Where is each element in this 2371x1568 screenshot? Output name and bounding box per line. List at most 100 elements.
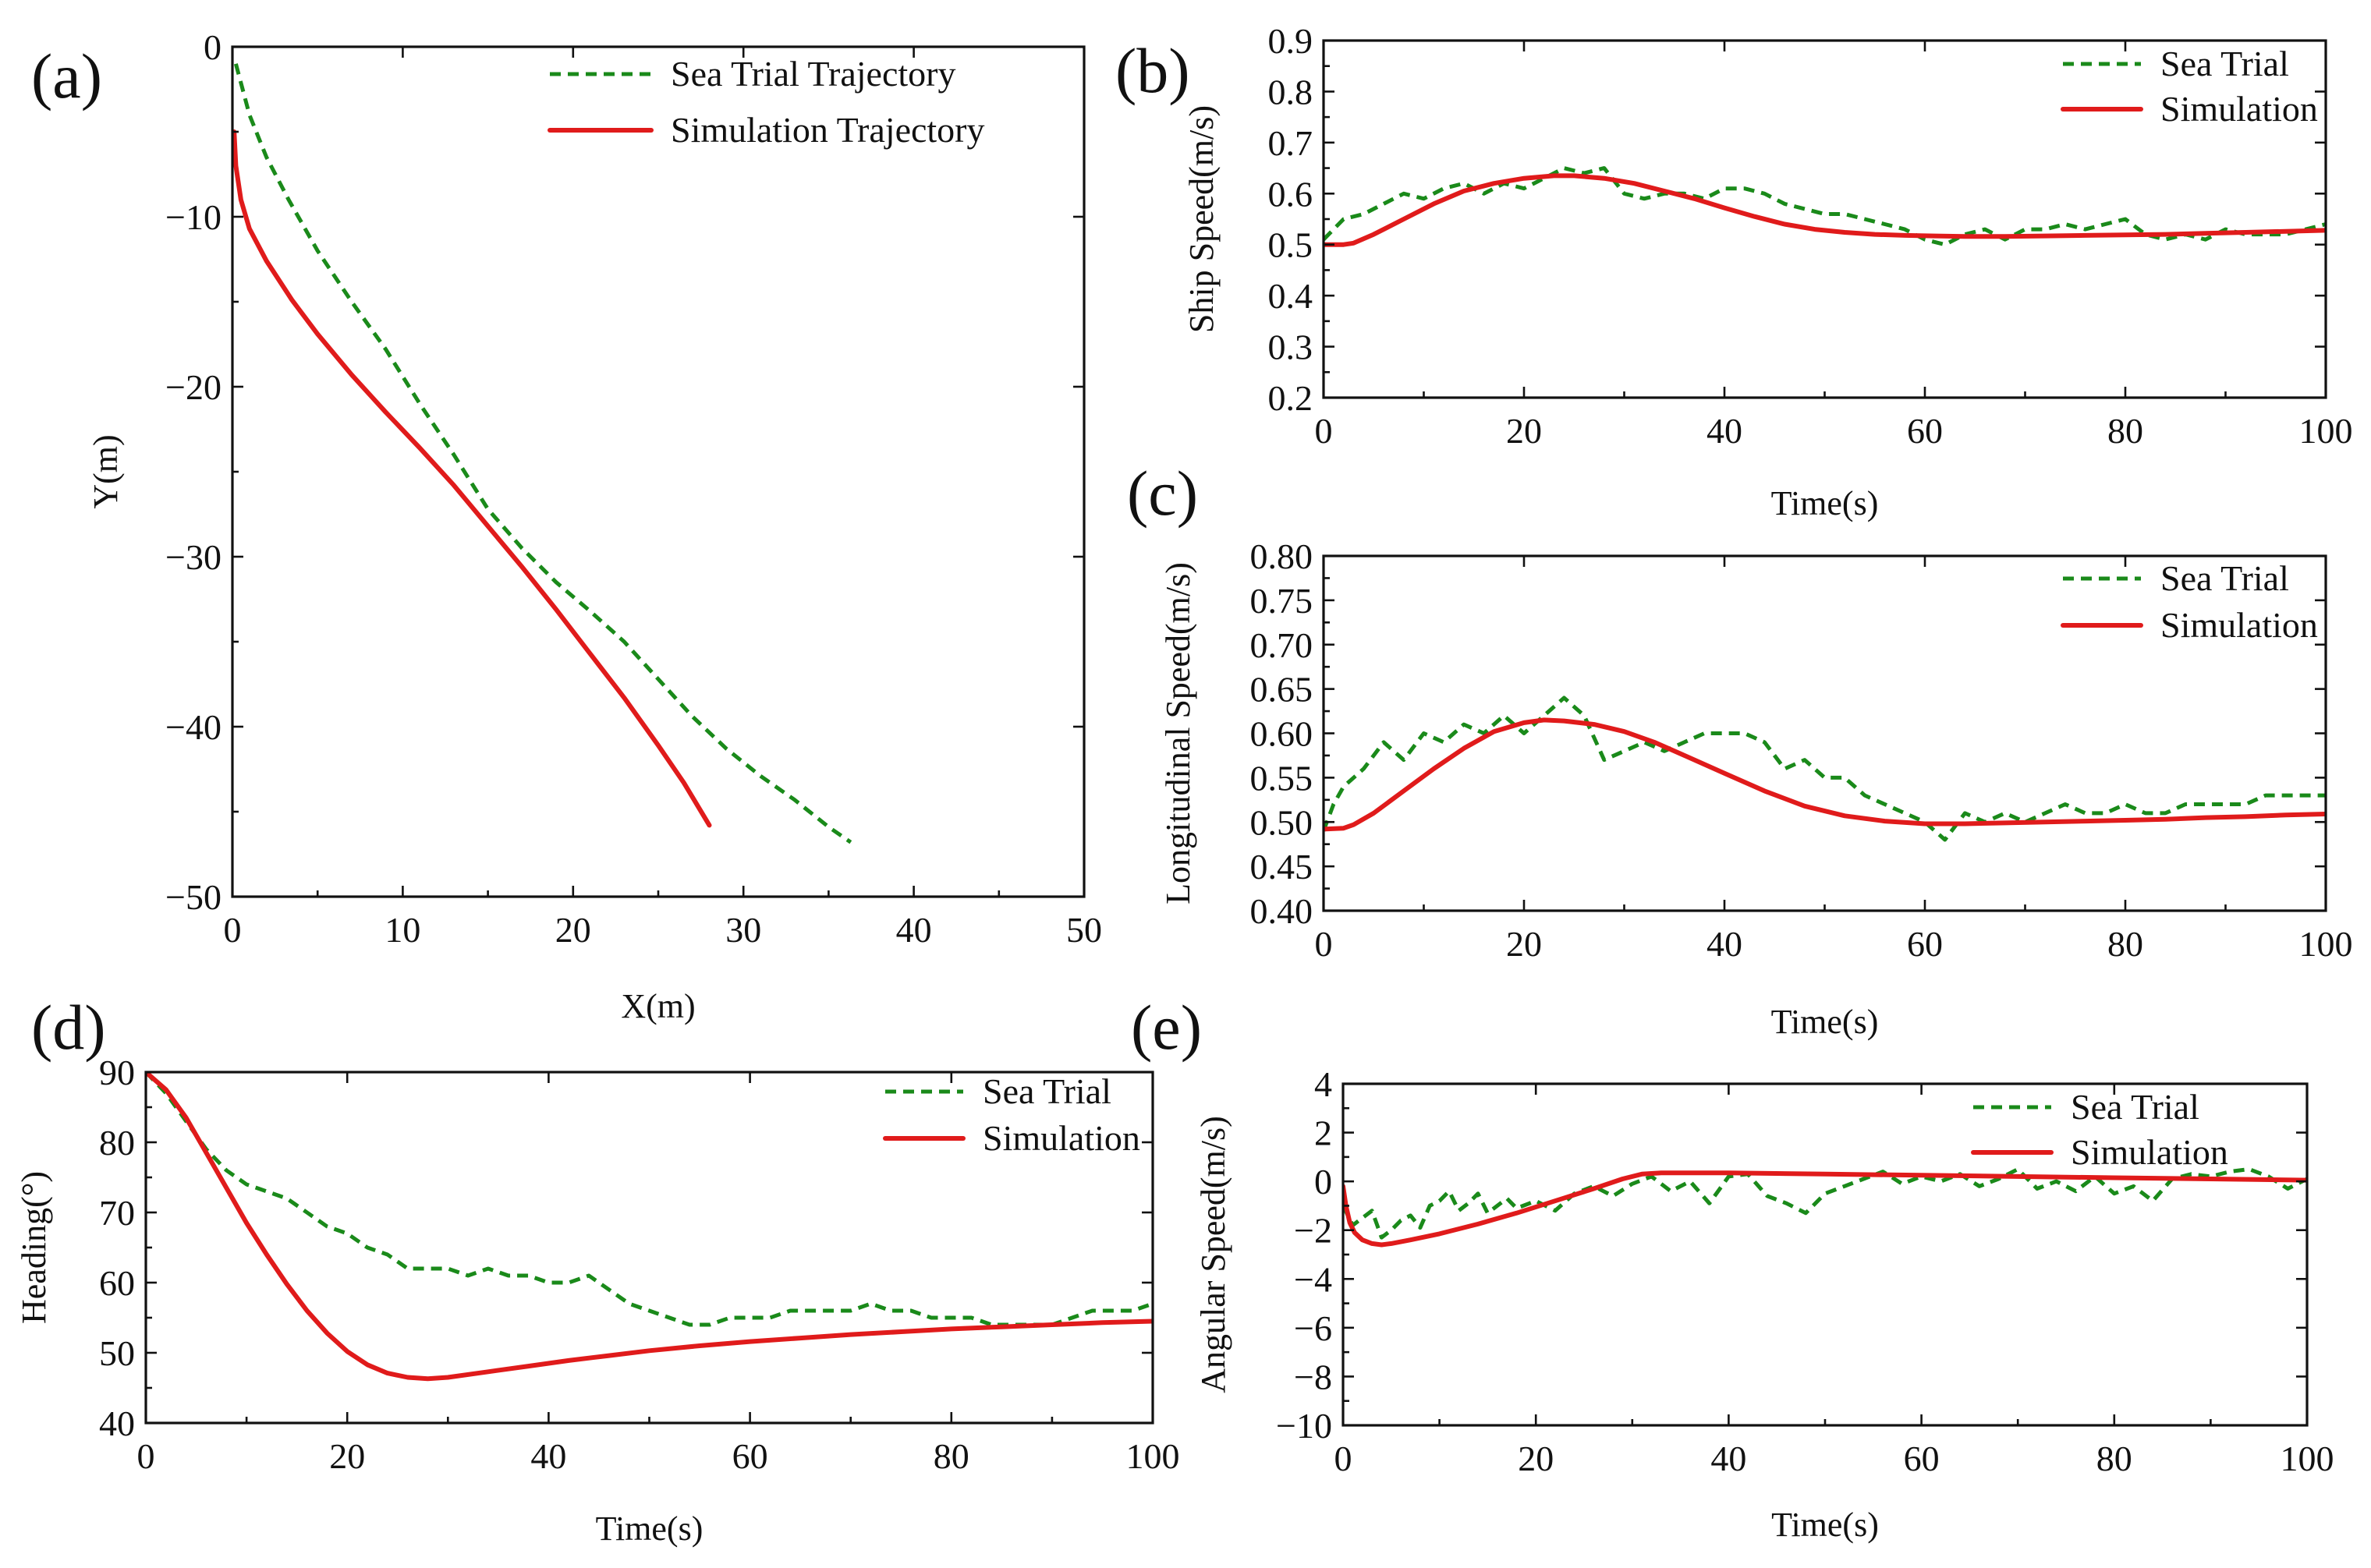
panel-label: (e) xyxy=(1131,992,1202,1063)
x-tick-label: 0 xyxy=(1315,411,1333,451)
y-tick-label: 0.60 xyxy=(1250,714,1313,754)
y-tick-label: −4 xyxy=(1294,1259,1332,1299)
x-axis-label: X(m) xyxy=(621,987,695,1025)
y-tick-label: 0.7 xyxy=(1268,123,1313,163)
legend-entry: Sea Trial xyxy=(2160,558,2289,598)
x-tick-label: 10 xyxy=(385,910,420,950)
y-tick-label: 0.40 xyxy=(1250,891,1313,931)
x-tick-label: 60 xyxy=(1907,924,1943,964)
y-axis-label: Y(m) xyxy=(87,434,125,508)
legend-entry: Sea Trial xyxy=(983,1071,1111,1111)
legend: Sea Trial Trajectory Simulation Trajector… xyxy=(548,54,985,150)
x-tick-label: 0 xyxy=(224,910,242,950)
series-line-simulation xyxy=(1343,1170,2307,1248)
x-tick-label: 20 xyxy=(1506,924,1542,964)
y-tick-label: −6 xyxy=(1294,1308,1332,1348)
legend-entry: Sea Trial xyxy=(2160,44,2289,83)
chart-panel-c: 0 20 40 60 80 100 0.400.45 0.500.550.600.65 0.70… xyxy=(1127,458,2353,1041)
legend-entry: Sea Trial xyxy=(2071,1087,2199,1127)
legend-entry: Simulation xyxy=(983,1118,1140,1158)
x-tick-label: 0 xyxy=(137,1436,155,1476)
x-tick-label: 50 xyxy=(1066,910,1102,950)
y-tick-label: 4 xyxy=(1314,1064,1332,1104)
legend-entry: Simulation xyxy=(2071,1132,2228,1172)
chart-panel-d: 0 20 40 60 80 100 40 50 60 70 80 90 Time(s) Heading(°… xyxy=(15,992,1180,1548)
chart-panel-a: 0 10 20 30 40 50 0 −10 −20 −30 −40 −50 X(m) Y(m) (a) Se… xyxy=(31,27,1102,1025)
y-tick-label: 80 xyxy=(99,1123,135,1163)
chart-panel-b: 0 20 40 60 80 100 0.2 0.3 0.4 0.5 0.6 0.7 0.8 0.9 Time… xyxy=(1115,21,2353,522)
x-tick-label: 30 xyxy=(725,910,761,950)
y-tick-label: 0.50 xyxy=(1250,802,1313,842)
legend: Sea Trial Simulation xyxy=(1971,1087,2228,1172)
x-axis-label: Time(s) xyxy=(596,1510,704,1548)
x-tick-label: 80 xyxy=(934,1436,969,1476)
y-tick-label: −10 xyxy=(1276,1406,1332,1446)
x-tick-label: 20 xyxy=(329,1436,365,1476)
x-tick-label: 100 xyxy=(2299,924,2353,964)
legend-entry: Simulation xyxy=(2160,89,2318,129)
y-axis-label: Heading(°) xyxy=(15,1171,53,1324)
legend: Sea Trial Simulation xyxy=(2061,558,2318,645)
y-tick-label: −2 xyxy=(1294,1211,1332,1251)
y-tick-label: 0.5 xyxy=(1268,225,1313,265)
panel-label: (b) xyxy=(1115,35,1190,106)
y-tick-label: 0.4 xyxy=(1268,276,1313,316)
y-tick-label: 0.6 xyxy=(1268,174,1313,214)
y-axis-label: Angular Speed(m/s) xyxy=(1194,1116,1232,1393)
x-tick-label: 80 xyxy=(2107,411,2143,451)
y-tick-label: 50 xyxy=(99,1333,135,1373)
x-tick-label: 40 xyxy=(1706,924,1742,964)
x-tick-label: 100 xyxy=(2299,411,2353,451)
legend: Sea Trial Simulation xyxy=(883,1071,1140,1158)
y-tick-label: −50 xyxy=(165,877,222,917)
y-tick-label: 0.75 xyxy=(1250,581,1313,621)
x-tick-label: 20 xyxy=(555,910,591,950)
x-tick-label: 0 xyxy=(1334,1439,1352,1478)
y-tick-label: 0 xyxy=(204,27,222,67)
x-tick-label: 60 xyxy=(1907,411,1943,451)
x-tick-label: 100 xyxy=(2281,1439,2334,1478)
series-line-simulation xyxy=(1324,717,2326,832)
x-axis-label: Time(s) xyxy=(1771,484,1879,522)
panel-label: (c) xyxy=(1127,458,1198,529)
y-axis-label: Longitudinal Speed(m/s) xyxy=(1159,562,1197,904)
y-tick-label: 0.3 xyxy=(1268,327,1313,367)
legend-entry: Sea Trial Trajectory xyxy=(671,54,955,94)
y-tick-label: 0.8 xyxy=(1268,72,1313,111)
y-tick-label: 0.45 xyxy=(1250,847,1313,887)
series-line-sea-trial xyxy=(233,63,852,844)
x-tick-label: 40 xyxy=(1710,1439,1746,1478)
x-tick-label: 60 xyxy=(1904,1439,1940,1478)
legend: Sea Trial Simulation xyxy=(2061,44,2318,129)
x-tick-label: 40 xyxy=(1706,411,1742,451)
x-tick-label: 20 xyxy=(1506,411,1542,451)
chart-panel-e: 0 20 40 60 80 100 −10 −8 −6 −4 −2 0 2 4 Time(s) Angular… xyxy=(1131,992,2334,1544)
x-tick-label: 80 xyxy=(2107,924,2143,964)
y-tick-label: 0.55 xyxy=(1250,758,1313,798)
y-tick-label: −10 xyxy=(165,197,222,237)
x-tick-label: 20 xyxy=(1518,1439,1554,1478)
y-tick-label: 90 xyxy=(99,1053,135,1092)
x-tick-label: 40 xyxy=(896,910,932,950)
y-tick-label: 70 xyxy=(99,1193,135,1233)
y-tick-label: 40 xyxy=(99,1403,135,1443)
x-tick-label: 100 xyxy=(1126,1436,1180,1476)
y-tick-label: 60 xyxy=(99,1263,135,1303)
y-tick-label: −30 xyxy=(165,537,222,577)
y-axis-label: Ship Speed(m/s) xyxy=(1182,105,1221,333)
series-line-simulation xyxy=(232,129,712,828)
y-tick-label: 0.70 xyxy=(1250,625,1313,665)
panel-label: (d) xyxy=(31,992,106,1063)
series-line-sea-trial xyxy=(1324,166,2326,247)
y-tick-label: 0.9 xyxy=(1268,21,1313,61)
x-tick-label: 60 xyxy=(732,1436,768,1476)
series-line-sea-trial xyxy=(146,1072,1153,1327)
y-tick-label: −8 xyxy=(1294,1357,1332,1396)
y-tick-label: 0.65 xyxy=(1250,670,1313,710)
series-line-sea-trial xyxy=(1343,1167,2307,1240)
y-tick-label: −40 xyxy=(165,707,222,747)
legend-entry: Simulation Trajectory xyxy=(671,110,985,150)
y-tick-label: 2 xyxy=(1314,1113,1332,1153)
x-tick-label: 80 xyxy=(2096,1439,2132,1478)
